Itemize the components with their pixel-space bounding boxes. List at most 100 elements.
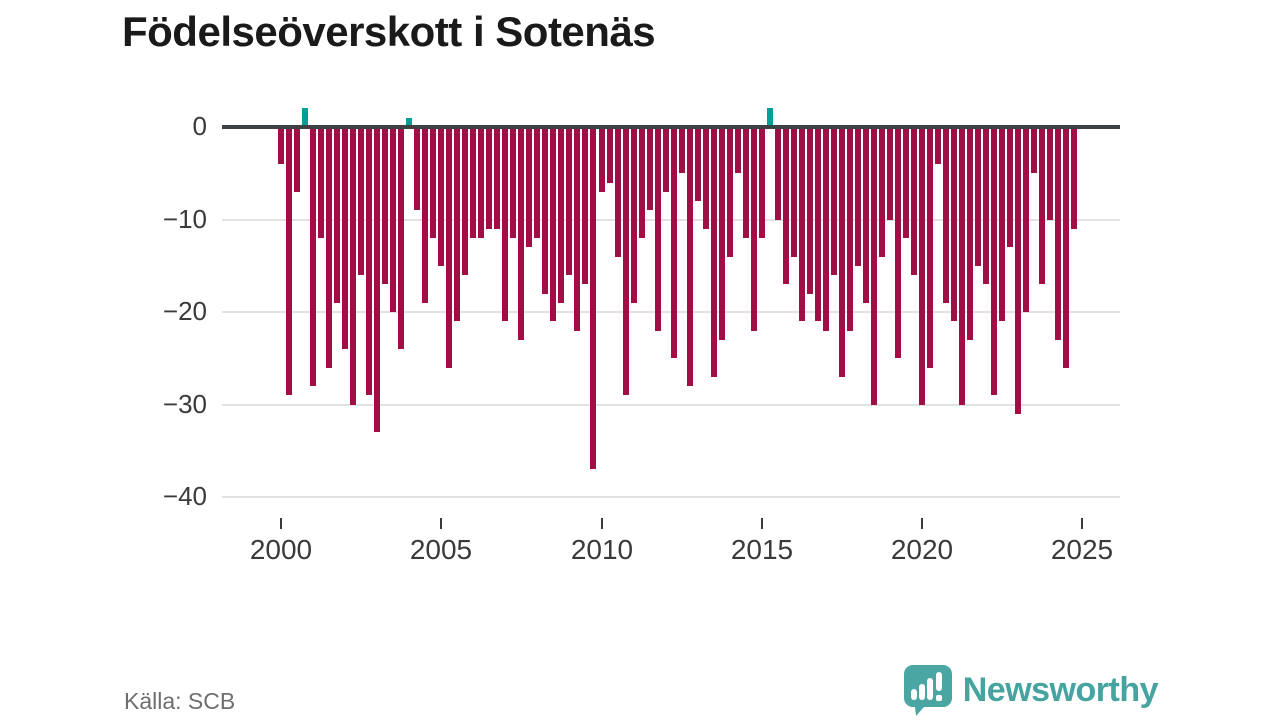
bar-negative xyxy=(711,127,717,377)
x-axis-tick-mark xyxy=(1081,518,1083,529)
bar-negative xyxy=(639,127,645,238)
bar-negative xyxy=(791,127,797,257)
x-axis-tick-mark xyxy=(280,518,282,529)
bar-negative xyxy=(975,127,981,266)
bar-negative xyxy=(502,127,508,321)
zero-line xyxy=(222,125,1120,129)
bar-negative xyxy=(550,127,556,321)
y-axis-tick-label: −10 xyxy=(162,203,207,234)
bar-negative xyxy=(831,127,837,275)
bar-negative xyxy=(470,127,476,238)
bar-negative xyxy=(566,127,572,275)
bar-positive xyxy=(406,118,412,127)
y-axis-tick-label: −40 xyxy=(162,481,207,511)
bar-negative xyxy=(759,127,765,238)
bar-negative xyxy=(967,127,973,340)
bar-negative xyxy=(518,127,524,340)
bar-negative xyxy=(286,127,292,395)
brand-name: Newsworthy xyxy=(962,670,1159,709)
bar-negative xyxy=(631,127,637,303)
bar-negative xyxy=(807,127,813,294)
newsworthy-bubble-chart-icon xyxy=(903,665,952,716)
y-axis-tick-label: −30 xyxy=(162,388,207,419)
bar-negative xyxy=(839,127,845,377)
bar-negative xyxy=(735,127,741,173)
bar-negative xyxy=(462,127,468,275)
bar-negative xyxy=(911,127,917,275)
bar-negative xyxy=(318,127,324,238)
bar-negative xyxy=(871,127,877,405)
bar-negative xyxy=(478,127,484,238)
bar-negative xyxy=(927,127,933,368)
bar-negative xyxy=(991,127,997,395)
bar-negative xyxy=(703,127,709,229)
bar-negative xyxy=(1063,127,1069,368)
x-axis-tick-label: 2010 xyxy=(570,534,634,565)
bar-negative xyxy=(951,127,957,321)
bar-negative xyxy=(1023,127,1029,312)
bar-negative xyxy=(398,127,404,349)
bar-negative xyxy=(671,127,677,358)
bar-negative xyxy=(310,127,316,386)
bar-negative xyxy=(574,127,580,331)
bar-negative xyxy=(823,127,829,331)
x-axis-tick-label: 2025 xyxy=(1050,534,1114,565)
y-axis-tick-label: −20 xyxy=(162,296,207,326)
bar-negative xyxy=(599,127,605,192)
bar-negative xyxy=(430,127,436,238)
bar-negative xyxy=(366,127,372,395)
bar-negative xyxy=(847,127,853,331)
bar-negative xyxy=(943,127,949,303)
bar-negative xyxy=(582,127,588,284)
bar-negative xyxy=(358,127,364,275)
bar-negative xyxy=(534,127,540,238)
bar-negative xyxy=(743,127,749,238)
bar-negative xyxy=(727,127,733,257)
bar-negative xyxy=(1071,127,1077,229)
bar-negative xyxy=(422,127,428,303)
bar-negative xyxy=(663,127,669,192)
chart-title: Födelseöverskott i Sotenäs xyxy=(122,8,656,55)
bar-negative xyxy=(935,127,941,164)
x-axis-tick-label: 2000 xyxy=(249,534,313,565)
bar-negative xyxy=(278,127,284,164)
bar-negative xyxy=(999,127,1005,321)
brand-logo: Newsworthy xyxy=(903,664,1159,716)
x-axis-tick-mark xyxy=(921,518,923,529)
bar-negative xyxy=(799,127,805,321)
bar-negative xyxy=(719,127,725,340)
bar-negative xyxy=(1047,127,1053,220)
bar-negative xyxy=(334,127,340,303)
x-axis-tick-mark xyxy=(761,518,763,529)
bar-negative xyxy=(510,127,516,238)
x-axis-tick-label: 2020 xyxy=(890,534,954,565)
bar-negative xyxy=(414,127,420,210)
bar-negative xyxy=(526,127,532,247)
x-axis-tick-label: 2005 xyxy=(409,534,473,565)
bar-negative xyxy=(655,127,661,331)
bar-negative xyxy=(590,127,596,469)
bar-negative xyxy=(1007,127,1013,247)
bar-negative xyxy=(607,127,613,183)
gridline xyxy=(222,496,1120,498)
source-label: Källa: SCB xyxy=(124,688,236,714)
bar-negative xyxy=(350,127,356,405)
bar-negative xyxy=(623,127,629,395)
bar-negative xyxy=(294,127,300,192)
bar-negative xyxy=(494,127,500,229)
bar-negative xyxy=(486,127,492,229)
bar-negative xyxy=(679,127,685,173)
bar-negative xyxy=(783,127,789,284)
gridline xyxy=(222,403,1120,406)
bar-negative xyxy=(903,127,909,238)
bar-negative xyxy=(454,127,460,321)
bar-negative xyxy=(438,127,444,266)
bar-negative xyxy=(1015,127,1021,414)
bar-positive xyxy=(302,108,308,127)
bar-negative xyxy=(887,127,893,220)
x-axis-tick-mark xyxy=(601,518,603,529)
bar-negative xyxy=(390,127,396,312)
bar-negative xyxy=(695,127,701,201)
bar-positive xyxy=(767,108,773,127)
bar-negative xyxy=(1031,127,1037,173)
